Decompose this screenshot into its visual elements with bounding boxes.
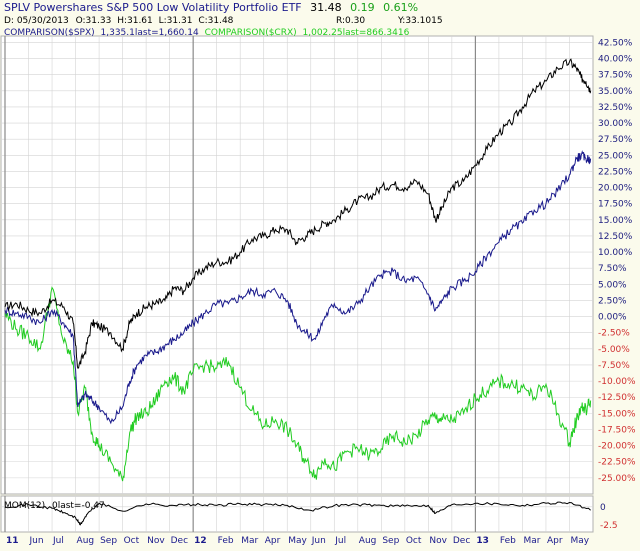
series-layer bbox=[4, 58, 592, 526]
y-tick-label: 42.50% bbox=[598, 38, 633, 48]
x-tick-label: Apr bbox=[547, 536, 563, 546]
y-tick-label: -15.00% bbox=[598, 409, 636, 419]
y-tick-label: -20.00% bbox=[598, 442, 636, 452]
x-tick-label: Oct bbox=[124, 536, 140, 546]
legend-spx-values: 1,335.1last=1,660.14 bbox=[101, 28, 199, 38]
y-tick-label: 37.50% bbox=[598, 71, 633, 81]
main-panel bbox=[0, 35, 594, 495]
x-tick-label: May bbox=[288, 536, 307, 546]
x-tick-label: Jul bbox=[334, 536, 346, 546]
y-tick-label: -25.00% bbox=[598, 474, 636, 484]
x-tick-label: Sep bbox=[382, 536, 399, 546]
momentum-line bbox=[4, 501, 591, 526]
y-tick-label: 0.00% bbox=[598, 313, 627, 323]
x-tick-label: Dec bbox=[171, 536, 188, 546]
y-tick-label: 30.00% bbox=[598, 119, 633, 129]
last-price: 31.48 bbox=[310, 1, 342, 14]
momentum-tick-label: -2.5 bbox=[600, 521, 618, 531]
y-tick-label: -5.00% bbox=[598, 345, 630, 355]
x-tick-label: Apr bbox=[265, 536, 281, 546]
x-tick-label: Mar bbox=[241, 536, 258, 546]
x-tick-label: Aug bbox=[359, 536, 377, 546]
series-line-spx bbox=[4, 150, 592, 425]
x-tick-label: Dec bbox=[453, 536, 470, 546]
y-tick-label: 22.50% bbox=[598, 167, 633, 177]
y-tick-label: 17.50% bbox=[598, 200, 633, 210]
y-tick-label: 32.50% bbox=[598, 103, 633, 113]
series-line-crx bbox=[4, 286, 592, 482]
y-tick-label: 15.00% bbox=[598, 216, 633, 226]
x-tick-label: 12 bbox=[194, 536, 207, 546]
series-line-splv bbox=[4, 58, 592, 369]
x-tick-label: Jun bbox=[311, 536, 326, 546]
y-tick-label: 27.50% bbox=[598, 135, 633, 145]
x-tick-label: Oct bbox=[406, 536, 422, 546]
y-tick-label: 40.00% bbox=[598, 55, 633, 65]
axis-layer: 42.50% 40.00% 37.50% 35.00% 32.50% 30.00% 27.5… bbox=[6, 38, 636, 546]
y-tick-label: 12.50% bbox=[598, 232, 633, 242]
x-tick-label: Nov bbox=[429, 536, 447, 546]
y-tick-label: -7.50% bbox=[598, 361, 630, 371]
x-tick-label: Sep bbox=[100, 536, 117, 546]
y-tick-label: 5.00% bbox=[598, 280, 627, 290]
range-value: R:0.30 bbox=[336, 16, 365, 26]
x-tick-label: Mar bbox=[523, 536, 540, 546]
y-tick-label: 10.00% bbox=[598, 248, 633, 258]
x-tick-label: May bbox=[570, 536, 589, 546]
x-tick-label: Nov bbox=[147, 536, 165, 546]
ohlc-line: D: 05/30/2013 O:31.33 H:31.61 L:31.31 C:… bbox=[4, 16, 234, 26]
y-tick-label: -12.50% bbox=[598, 393, 636, 403]
yield-value: Y:33.1015 bbox=[397, 16, 443, 26]
momentum-panel bbox=[0, 495, 594, 533]
x-tick-label: Jun bbox=[29, 536, 44, 546]
y-tick-label: 7.50% bbox=[598, 264, 627, 274]
legend-crx-name: COMPARISON($CRX) bbox=[205, 28, 297, 38]
y-tick-label: 2.50% bbox=[598, 296, 627, 306]
legend-crx-values: 1,002.25last=866.3416 bbox=[303, 28, 410, 38]
price-change: 0.19 bbox=[350, 1, 375, 14]
y-tick-label: -2.50% bbox=[598, 329, 630, 339]
comparison-legend: COMPARISON($SPX) 1,335.1last=1,660.14 CO… bbox=[4, 28, 410, 38]
momentum-legend: MOM(12) 0last=-0.47 bbox=[4, 501, 105, 511]
x-tick-label: 13 bbox=[476, 536, 489, 546]
y-tick-label: -22.50% bbox=[598, 458, 636, 468]
x-tick-label: Feb bbox=[218, 536, 234, 546]
chart-title: SPLV Powershares S&P 500 Low Volatility … bbox=[4, 1, 418, 14]
momentum-tick-label: 0 bbox=[600, 503, 606, 513]
x-tick-label: Aug bbox=[77, 536, 95, 546]
y-tick-label: 25.00% bbox=[598, 151, 633, 161]
y-tick-label: -17.50% bbox=[598, 425, 636, 435]
x-tick-label: Feb bbox=[500, 536, 516, 546]
y-tick-label: 20.00% bbox=[598, 184, 633, 194]
y-tick-label: -10.00% bbox=[598, 377, 636, 387]
legend-spx-name: COMPARISON($SPX) bbox=[4, 28, 95, 38]
x-tick-label: 11 bbox=[6, 536, 19, 546]
price-change-pct: 0.61% bbox=[383, 1, 418, 14]
x-tick-label: Jul bbox=[52, 536, 64, 546]
y-tick-label: 35.00% bbox=[598, 87, 633, 97]
